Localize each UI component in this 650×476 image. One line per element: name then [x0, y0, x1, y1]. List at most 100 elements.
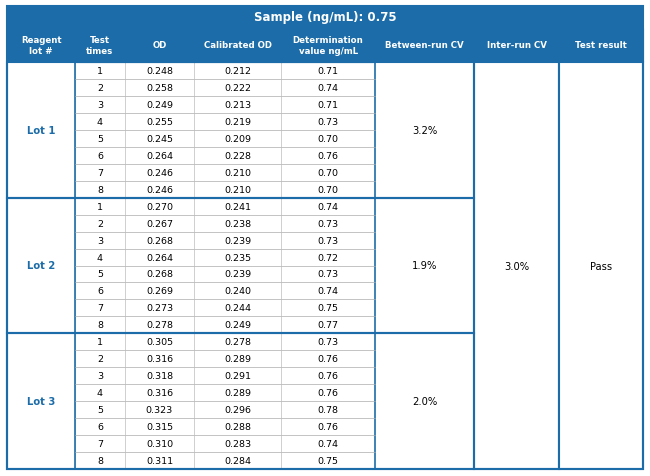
- Bar: [281, 181, 375, 198]
- Text: 3: 3: [97, 101, 103, 109]
- Bar: [281, 97, 375, 114]
- Text: 0.288: 0.288: [224, 422, 251, 431]
- Text: Calibrated OD: Calibrated OD: [203, 41, 272, 50]
- Bar: [75, 164, 125, 181]
- Text: Test result: Test result: [575, 41, 627, 50]
- Text: 8: 8: [97, 185, 103, 194]
- Bar: [281, 80, 375, 97]
- Bar: [7, 63, 75, 198]
- Bar: [375, 148, 474, 164]
- Text: 0.78: 0.78: [318, 405, 339, 414]
- Text: 0.74: 0.74: [318, 287, 339, 296]
- Bar: [7, 29, 75, 63]
- Bar: [125, 435, 194, 452]
- Bar: [194, 198, 281, 215]
- Text: 0.74: 0.74: [318, 439, 339, 448]
- Text: 0.273: 0.273: [146, 304, 173, 313]
- Bar: [75, 249, 125, 266]
- Text: 0.72: 0.72: [318, 253, 339, 262]
- Bar: [194, 317, 281, 334]
- Text: 0.291: 0.291: [224, 371, 251, 380]
- Bar: [281, 418, 375, 435]
- Bar: [194, 29, 281, 63]
- Bar: [125, 367, 194, 385]
- Bar: [7, 334, 75, 469]
- Bar: [194, 452, 281, 469]
- Bar: [75, 97, 125, 114]
- Bar: [125, 334, 194, 350]
- Bar: [194, 367, 281, 385]
- Bar: [75, 283, 125, 300]
- Bar: [194, 266, 281, 283]
- Bar: [125, 350, 194, 367]
- Bar: [194, 114, 281, 130]
- Bar: [375, 97, 474, 114]
- Bar: [281, 350, 375, 367]
- Text: 0.305: 0.305: [146, 337, 173, 347]
- Text: 0.73: 0.73: [318, 270, 339, 279]
- Text: 2: 2: [97, 219, 103, 228]
- Text: 0.239: 0.239: [224, 236, 251, 245]
- Text: 0.245: 0.245: [146, 135, 173, 143]
- Text: Test
times: Test times: [86, 36, 114, 56]
- Bar: [375, 232, 474, 249]
- Bar: [125, 114, 194, 130]
- Bar: [375, 435, 474, 452]
- Text: 0.73: 0.73: [318, 337, 339, 347]
- Text: 0.219: 0.219: [224, 118, 251, 127]
- Text: 0.296: 0.296: [224, 405, 251, 414]
- Bar: [281, 215, 375, 232]
- Bar: [75, 385, 125, 401]
- Text: 0.249: 0.249: [224, 321, 251, 330]
- Text: 0.238: 0.238: [224, 219, 251, 228]
- Bar: [125, 283, 194, 300]
- Text: 8: 8: [97, 456, 103, 465]
- Bar: [281, 334, 375, 350]
- Bar: [281, 435, 375, 452]
- Text: 0.210: 0.210: [224, 169, 251, 178]
- Bar: [125, 63, 194, 80]
- Text: 0.311: 0.311: [146, 456, 173, 465]
- Text: 0.222: 0.222: [224, 84, 251, 93]
- Bar: [125, 452, 194, 469]
- Bar: [125, 97, 194, 114]
- Text: Lot 1: Lot 1: [27, 126, 55, 136]
- Bar: [75, 435, 125, 452]
- Text: 0.278: 0.278: [224, 337, 251, 347]
- Bar: [375, 283, 474, 300]
- Bar: [75, 334, 125, 350]
- Bar: [75, 317, 125, 334]
- Bar: [194, 334, 281, 350]
- Bar: [281, 29, 375, 63]
- Bar: [281, 452, 375, 469]
- Bar: [7, 198, 75, 334]
- Text: 0.255: 0.255: [146, 118, 173, 127]
- Bar: [281, 266, 375, 283]
- Text: 0.310: 0.310: [146, 439, 173, 448]
- Bar: [281, 283, 375, 300]
- Bar: [474, 29, 559, 63]
- Bar: [75, 367, 125, 385]
- Bar: [375, 181, 474, 198]
- Bar: [194, 97, 281, 114]
- Text: 0.248: 0.248: [146, 67, 173, 76]
- Bar: [281, 367, 375, 385]
- Bar: [194, 80, 281, 97]
- Text: 0.315: 0.315: [146, 422, 173, 431]
- Bar: [375, 334, 474, 350]
- Bar: [194, 181, 281, 198]
- Text: 4: 4: [97, 253, 103, 262]
- Text: 2: 2: [97, 355, 103, 364]
- Bar: [125, 181, 194, 198]
- Bar: [281, 249, 375, 266]
- Text: 0.278: 0.278: [146, 321, 173, 330]
- Bar: [281, 401, 375, 418]
- Text: 0.246: 0.246: [146, 185, 173, 194]
- Text: 5: 5: [97, 405, 103, 414]
- Bar: [125, 249, 194, 266]
- Bar: [75, 350, 125, 367]
- Bar: [75, 418, 125, 435]
- Text: 0.289: 0.289: [224, 388, 251, 397]
- Text: 0.77: 0.77: [318, 321, 339, 330]
- Bar: [375, 300, 474, 317]
